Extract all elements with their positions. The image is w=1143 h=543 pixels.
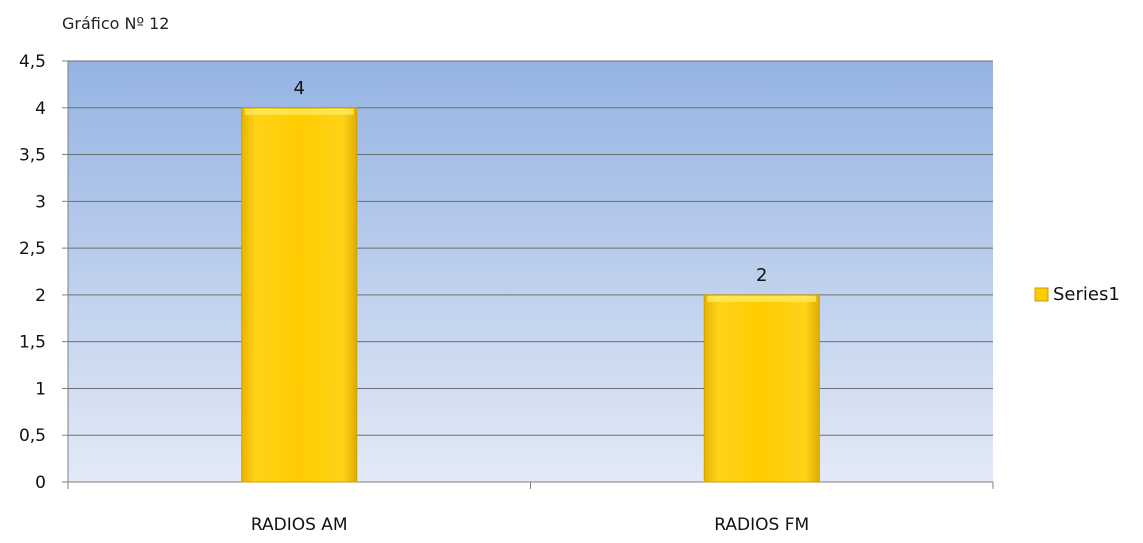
chart-caption: Gráfico Nº 12 [62, 14, 170, 33]
data-label: 4 [294, 78, 305, 99]
bar-highlight [244, 108, 354, 115]
y-tick-label: 3,5 [19, 146, 46, 166]
gridlines [68, 60, 993, 436]
y-tick-label: 1 [35, 379, 46, 399]
bars [241, 107, 820, 483]
x-tick-label: RADIOS AM [251, 515, 348, 535]
y-tick-label: 2 [35, 286, 46, 306]
labels: 4 RADIOS AM 2 RADIOS FM [251, 78, 809, 535]
bar [241, 107, 358, 483]
y-tick-label: 0,5 [19, 426, 46, 446]
axes: 0 0,5 1 1,5 2 2,5 3 3,5 4 4,5 [19, 52, 994, 493]
legend: Series1 [1034, 284, 1120, 305]
data-label: 2 [756, 265, 767, 286]
legend-swatch [1034, 287, 1049, 302]
y-tick-label: 1,5 [19, 333, 46, 353]
plot-area [68, 61, 993, 482]
y-tick-label: 2,5 [19, 239, 46, 259]
bar [703, 294, 820, 483]
y-tick-label: 0 [35, 473, 46, 493]
y-tick-label: 3 [35, 192, 46, 212]
y-tick-label: 4,5 [19, 52, 46, 72]
x-tick-label: RADIOS FM [714, 515, 809, 535]
bar-highlight [707, 295, 817, 302]
legend-label: Series1 [1053, 284, 1120, 305]
y-tick-label: 4 [35, 99, 46, 119]
